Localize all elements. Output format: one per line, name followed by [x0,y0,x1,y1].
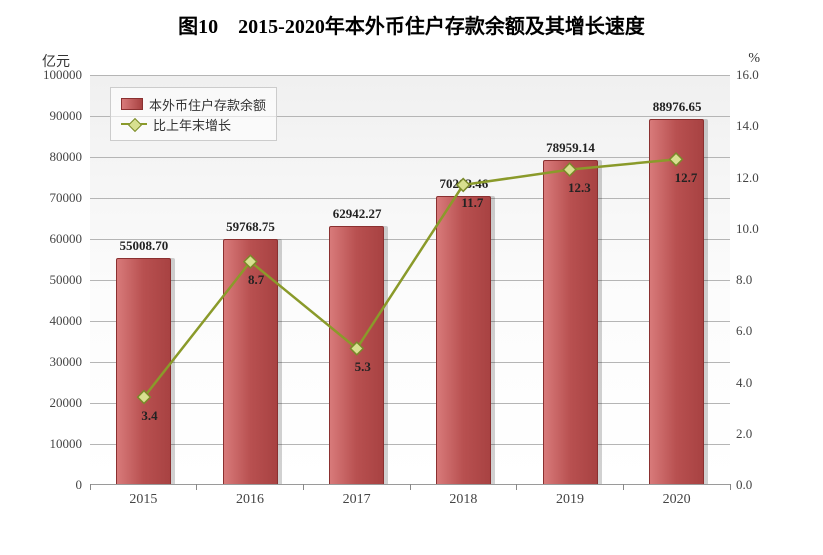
y-right-tick-label: 10.0 [736,221,786,237]
x-tick-label: 2017 [317,492,397,508]
x-tick [90,484,91,490]
line-value-label: 12.7 [675,170,698,186]
legend-item-bar: 本外币住户存款余额 [121,94,266,114]
line-marker [670,153,683,166]
plot-area: 亿元 % 01000020000300004000050000600007000… [90,75,730,485]
y-left-tick-label: 30000 [22,354,82,370]
y-left-tick-label: 10000 [22,436,82,452]
y-right-tick-label: 2.0 [736,426,786,442]
x-tick [730,484,731,490]
y-right-tick-label: 0.0 [736,477,786,493]
line-value-label: 3.4 [141,408,157,424]
y-left-tick-label: 40000 [22,313,82,329]
y-right-tick-label: 16.0 [736,67,786,83]
x-tick-label: 2020 [637,492,717,508]
line-marker [457,179,470,192]
y-left-tick-label: 100000 [22,67,82,83]
x-tick [623,484,624,490]
x-tick-label: 2016 [210,492,290,508]
y-left-tick-label: 0 [22,477,82,493]
y-left-tick-label: 60000 [22,231,82,247]
legend-line-swatch [121,117,147,131]
y-right-tick-label: 4.0 [736,375,786,391]
chart-title: 图10 2015-2020年本外币住户存款余额及其增长速度 [0,10,823,39]
y-left-tick-label: 70000 [22,190,82,206]
line-value-label: 11.7 [461,195,483,211]
y-left-tick-label: 20000 [22,395,82,411]
x-tick-label: 2015 [103,492,183,508]
y-right-tick-label: 8.0 [736,272,786,288]
y-right-tick-label: 6.0 [736,323,786,339]
line-value-label: 8.7 [248,272,264,288]
legend: 本外币住户存款余额 比上年末增长 [110,87,277,141]
line-marker [563,163,576,176]
y-right-tick-label: 12.0 [736,170,786,186]
legend-line-label: 比上年末增长 [153,115,231,134]
line-value-label: 5.3 [355,359,371,375]
x-tick [516,484,517,490]
x-tick [410,484,411,490]
x-tick-label: 2019 [530,492,610,508]
y-left-tick-label: 50000 [22,272,82,288]
legend-bar-label: 本外币住户存款余额 [149,95,266,114]
y-right-tick-label: 14.0 [736,118,786,134]
y-left-tick-label: 90000 [22,108,82,124]
legend-bar-swatch [121,98,143,110]
legend-item-line: 比上年末增长 [121,114,266,134]
line-value-label: 12.3 [568,180,591,196]
x-tick [303,484,304,490]
y-axis-right-title: % [748,51,760,67]
x-tick [196,484,197,490]
x-tick-label: 2018 [423,492,503,508]
y-left-tick-label: 80000 [22,149,82,165]
